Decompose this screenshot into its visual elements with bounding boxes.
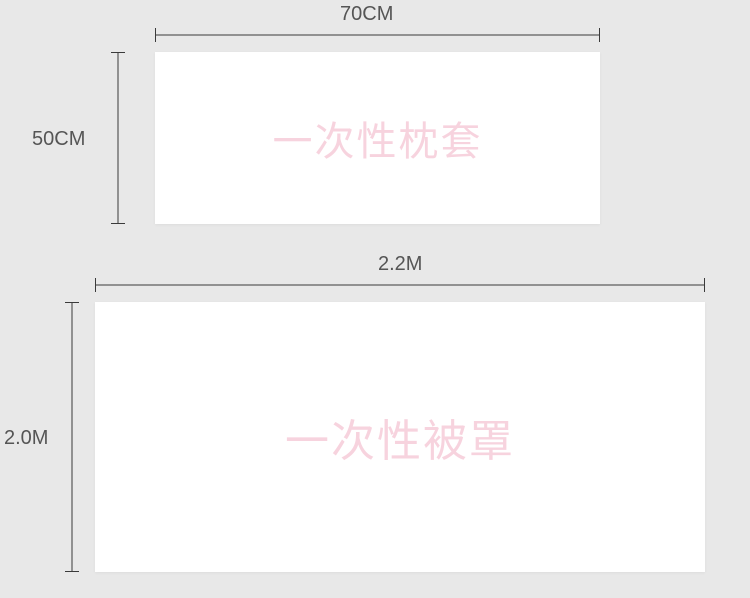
pillow-width-dim-line bbox=[155, 28, 600, 42]
pillow-label: 一次性枕套 bbox=[273, 109, 483, 167]
quilt-height-dim-line bbox=[65, 302, 79, 572]
quilt-width-dim-line bbox=[95, 278, 705, 292]
quilt-label: 一次性被罩 bbox=[285, 405, 515, 469]
quilt-height-label: 2.0M bbox=[4, 427, 48, 450]
pillow-height-label: 50CM bbox=[32, 128, 85, 151]
pillow-width-label: 70CM bbox=[340, 3, 393, 26]
quilt-width-label: 2.2M bbox=[378, 253, 422, 276]
quilt-box: 一次性被罩 bbox=[95, 302, 705, 572]
pillow-height-dim-line bbox=[111, 52, 125, 224]
pillow-box: 一次性枕套 bbox=[155, 52, 600, 224]
